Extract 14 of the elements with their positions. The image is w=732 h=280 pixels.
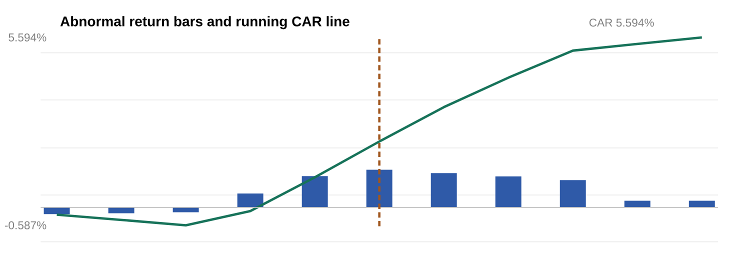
bar xyxy=(624,200,650,208)
bar xyxy=(172,208,199,212)
bar xyxy=(366,170,392,208)
y-tick-label: -0.587% xyxy=(4,221,46,230)
bar xyxy=(495,176,522,208)
bar xyxy=(688,200,715,208)
text: CAR 5.594% xyxy=(589,18,654,27)
bar xyxy=(302,176,328,208)
bar xyxy=(430,173,457,208)
y-tick-label: 5.594% xyxy=(8,34,46,42)
chart-title: Abnormal return bars and running CAR line xyxy=(60,16,350,30)
bar xyxy=(237,194,264,208)
line-series xyxy=(56,36,704,227)
bar xyxy=(560,180,586,208)
